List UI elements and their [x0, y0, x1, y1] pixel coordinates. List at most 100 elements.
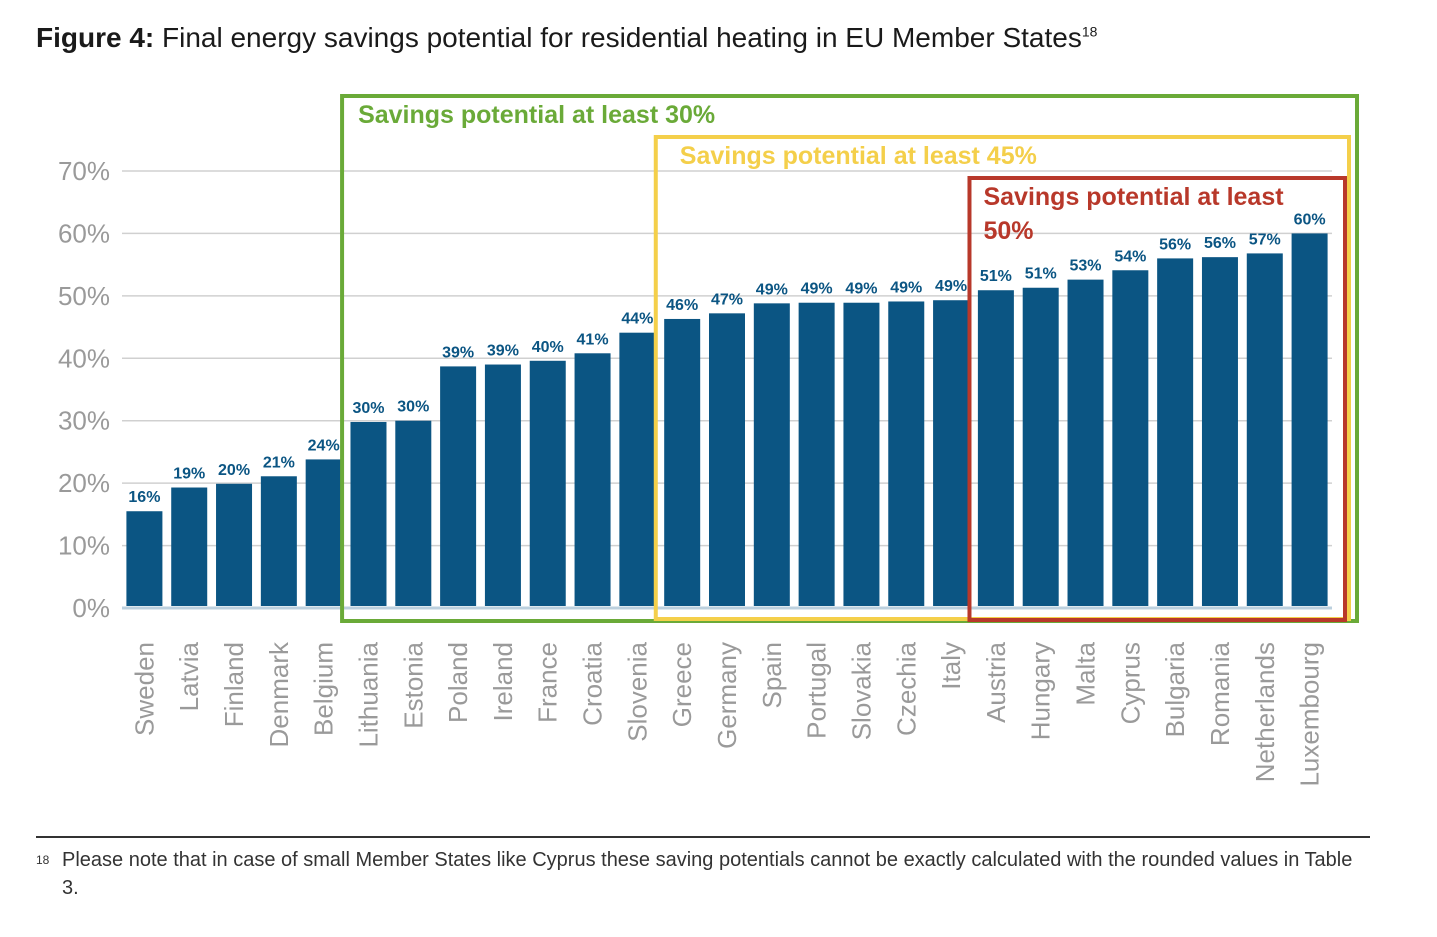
x-category-label: Hungary	[1026, 642, 1056, 740]
bar-value-label: 41%	[577, 331, 609, 348]
bar-greece	[664, 318, 701, 606]
bar-lithuania	[350, 421, 387, 606]
bar-sweden	[126, 511, 163, 606]
figure-title-text: Final energy savings potential for resid…	[162, 22, 1082, 53]
bar-hungary	[1022, 287, 1059, 606]
bar-italy	[933, 300, 970, 606]
bar-value-label: 51%	[1025, 266, 1057, 283]
x-category-label: Netherlands	[1250, 642, 1280, 782]
bar-value-label: 49%	[935, 278, 967, 295]
bar-poland	[440, 366, 477, 606]
bar-slovenia	[619, 332, 656, 606]
bar-value-label: 57%	[1249, 231, 1281, 248]
bar-germany	[709, 313, 745, 606]
x-category-label: Czechia	[891, 641, 921, 735]
bar-value-label: 53%	[1070, 258, 1102, 275]
x-category-label: Lithuania	[353, 641, 383, 747]
footnote-divider	[36, 836, 1370, 838]
bar-value-label: 30%	[352, 400, 384, 417]
bar-value-label: 49%	[801, 281, 833, 298]
x-category-label: Romania	[1205, 641, 1235, 746]
footnote: 18 Please note that in case of small Mem…	[36, 846, 1370, 899]
bar-slovakia	[843, 302, 880, 606]
x-category-label: Finland	[219, 642, 249, 727]
x-category-label: Austria	[981, 641, 1011, 722]
bar-croatia	[574, 353, 611, 606]
bar-finland	[216, 483, 253, 606]
highlight-box-label: Savings potential at least 30%	[358, 101, 715, 129]
bar-value-label: 49%	[845, 281, 877, 298]
bar-value-label: 47%	[711, 291, 743, 308]
bar-value-label: 40%	[532, 339, 564, 356]
x-category-label: Ireland	[488, 642, 518, 722]
bar-value-label: 51%	[980, 268, 1012, 285]
highlight-box-label: Savings potential at least 45%	[680, 142, 1037, 170]
highlight-box-3	[967, 176, 1348, 622]
bar-value-label: 20%	[218, 462, 250, 479]
savings-bar-chart: 0% 10% 20% 30% 40% 50% 60% 70% 16% Sweden 19% Latvi…	[58, 94, 1359, 787]
x-category-label: Spain	[757, 642, 787, 709]
x-category-label: Estonia	[398, 641, 428, 728]
x-category-label: Croatia	[578, 641, 608, 725]
x-category-label: Latvia	[174, 641, 204, 711]
y-tick-label: 50%	[58, 281, 110, 311]
bar-value-label: 46%	[666, 297, 698, 314]
bar-value-label: 60%	[1294, 211, 1326, 228]
bar-value-label: 56%	[1159, 236, 1191, 253]
x-category-label: Luxembourg	[1295, 642, 1325, 787]
x-category-label: Slovakia	[846, 641, 876, 740]
bar-value-label: 39%	[487, 343, 519, 360]
bar-value-label: 24%	[308, 437, 340, 454]
x-category-label: Germany	[712, 642, 742, 749]
x-category-label: Sweden	[129, 642, 159, 736]
bar-portugal	[798, 302, 835, 606]
figure-title: Figure 4: Final energy savings potential…	[36, 22, 1097, 54]
bar-value-label: 19%	[173, 466, 205, 483]
bar-ireland	[484, 364, 521, 606]
footnote-reference: 18	[1081, 23, 1098, 40]
bar-value-label: 56%	[1204, 235, 1236, 252]
y-tick-label: 10%	[58, 531, 110, 561]
x-category-label: Portugal	[802, 642, 832, 739]
x-category-label: Greece	[667, 642, 697, 727]
x-category-label: Cyprus	[1115, 642, 1145, 724]
bar-cyprus	[1112, 270, 1149, 606]
bar-bulgaria	[1157, 258, 1194, 606]
bar-romania	[1201, 257, 1238, 606]
footnote-number: 18	[36, 853, 50, 867]
bar-value-label: 44%	[621, 311, 653, 328]
figure-label: Figure 4:	[36, 22, 155, 53]
bar-latvia	[171, 487, 208, 606]
bar-value-label: 54%	[1114, 248, 1146, 265]
bar-value-label: 30%	[397, 399, 429, 416]
bar-value-label: 49%	[890, 279, 922, 296]
bar-value-label: 21%	[263, 454, 295, 471]
bar-value-label: 49%	[756, 281, 788, 298]
bar-czechia	[888, 301, 925, 606]
x-category-label: France	[533, 642, 563, 723]
bar-malta	[1067, 279, 1104, 606]
x-category-label: Slovenia	[622, 641, 652, 741]
x-category-label: Italy	[936, 642, 966, 690]
bar-belgium	[305, 459, 342, 606]
y-tick-label: 20%	[58, 468, 110, 498]
bar-spain	[753, 303, 790, 606]
bar-denmark	[260, 476, 297, 606]
x-category-label: Belgium	[309, 642, 339, 736]
x-category-label: Denmark	[264, 641, 294, 747]
bar-estonia	[395, 420, 432, 606]
footnote-text: Please note that in case of small Member…	[62, 849, 1353, 899]
x-category-label: Malta	[1071, 641, 1101, 705]
x-category-label: Poland	[443, 642, 473, 723]
bar-luxembourg	[1291, 233, 1328, 606]
bar-value-label: 39%	[442, 344, 474, 361]
y-tick-label: 40%	[58, 343, 110, 373]
bar-austria	[977, 290, 1014, 606]
bar-netherlands	[1246, 253, 1283, 607]
highlight-box-label: Savings potential at least 50%	[983, 183, 1284, 245]
y-tick-label: 0%	[72, 593, 110, 623]
bar-france	[529, 360, 566, 606]
bar-value-label: 16%	[128, 489, 160, 506]
y-tick-label: 30%	[58, 406, 110, 436]
y-tick-label: 70%	[58, 156, 110, 186]
